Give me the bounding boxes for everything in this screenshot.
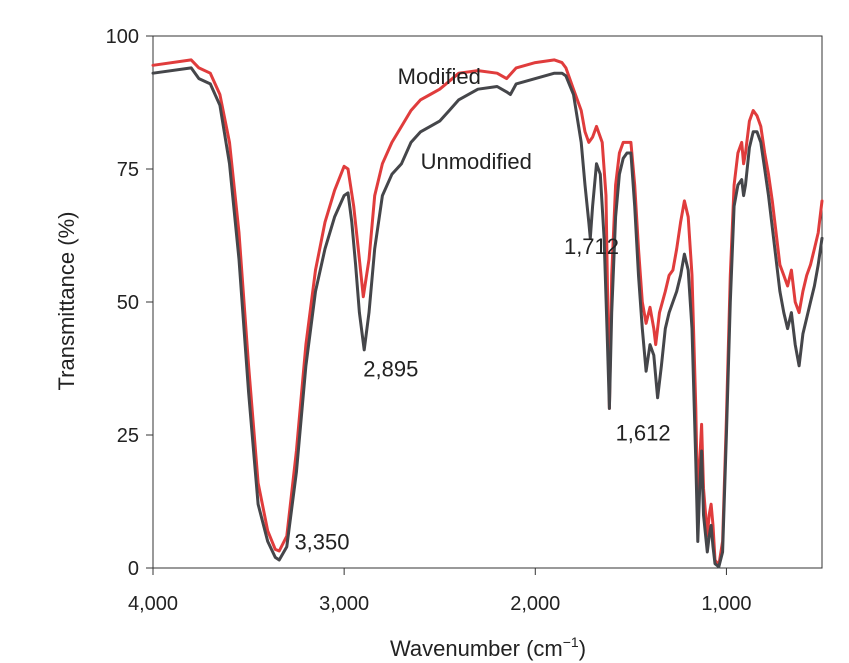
- series-layer: [151, 58, 824, 569]
- plot-border: [152, 35, 823, 569]
- x-axis-title: Wavenumber (cm−1): [390, 634, 586, 661]
- annotation-label: 1,612: [616, 420, 671, 445]
- y-tick-label: 0: [128, 558, 139, 580]
- y-tick-label: 100: [106, 26, 139, 48]
- ticks-layer: 4,000 3,000 2,000 1,000 0 25 50 75 100: [106, 26, 752, 615]
- x-tick-label: 1,000: [701, 593, 751, 615]
- plot-frame: [152, 35, 823, 569]
- annotation-label: Unmodified: [421, 149, 532, 174]
- x-tick-label: 2,000: [510, 593, 560, 615]
- annotations-layer: Modified Unmodified 3,350 2,895 1,712 1,612: [294, 64, 670, 555]
- x-tick-label: 4,000: [128, 593, 178, 615]
- annotation-label: 1,712: [564, 234, 619, 259]
- annotation-label: 3,350: [294, 529, 349, 554]
- series-line-unmodified: [151, 66, 824, 569]
- annotation-label: 2,895: [363, 356, 418, 381]
- y-axis-title: Transmittance (%): [54, 212, 79, 391]
- x-tick-label: 3,000: [319, 593, 369, 615]
- annotation-label: Modified: [398, 64, 481, 89]
- y-tick-label: 50: [117, 292, 139, 314]
- series-line-modified: [151, 58, 824, 567]
- y-tick-label: 75: [117, 159, 139, 181]
- y-tick-label: 25: [117, 425, 139, 447]
